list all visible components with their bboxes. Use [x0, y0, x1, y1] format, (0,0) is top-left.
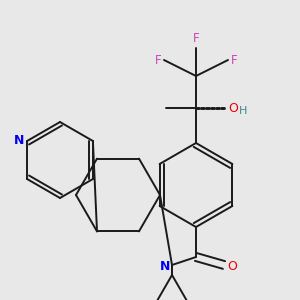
- Text: N: N: [14, 134, 24, 148]
- Text: F: F: [154, 53, 161, 67]
- Text: F: F: [193, 32, 199, 45]
- Text: O: O: [228, 101, 238, 115]
- Text: N: N: [160, 260, 170, 272]
- Text: O: O: [227, 260, 237, 274]
- Text: F: F: [231, 53, 238, 67]
- Text: H: H: [239, 106, 248, 116]
